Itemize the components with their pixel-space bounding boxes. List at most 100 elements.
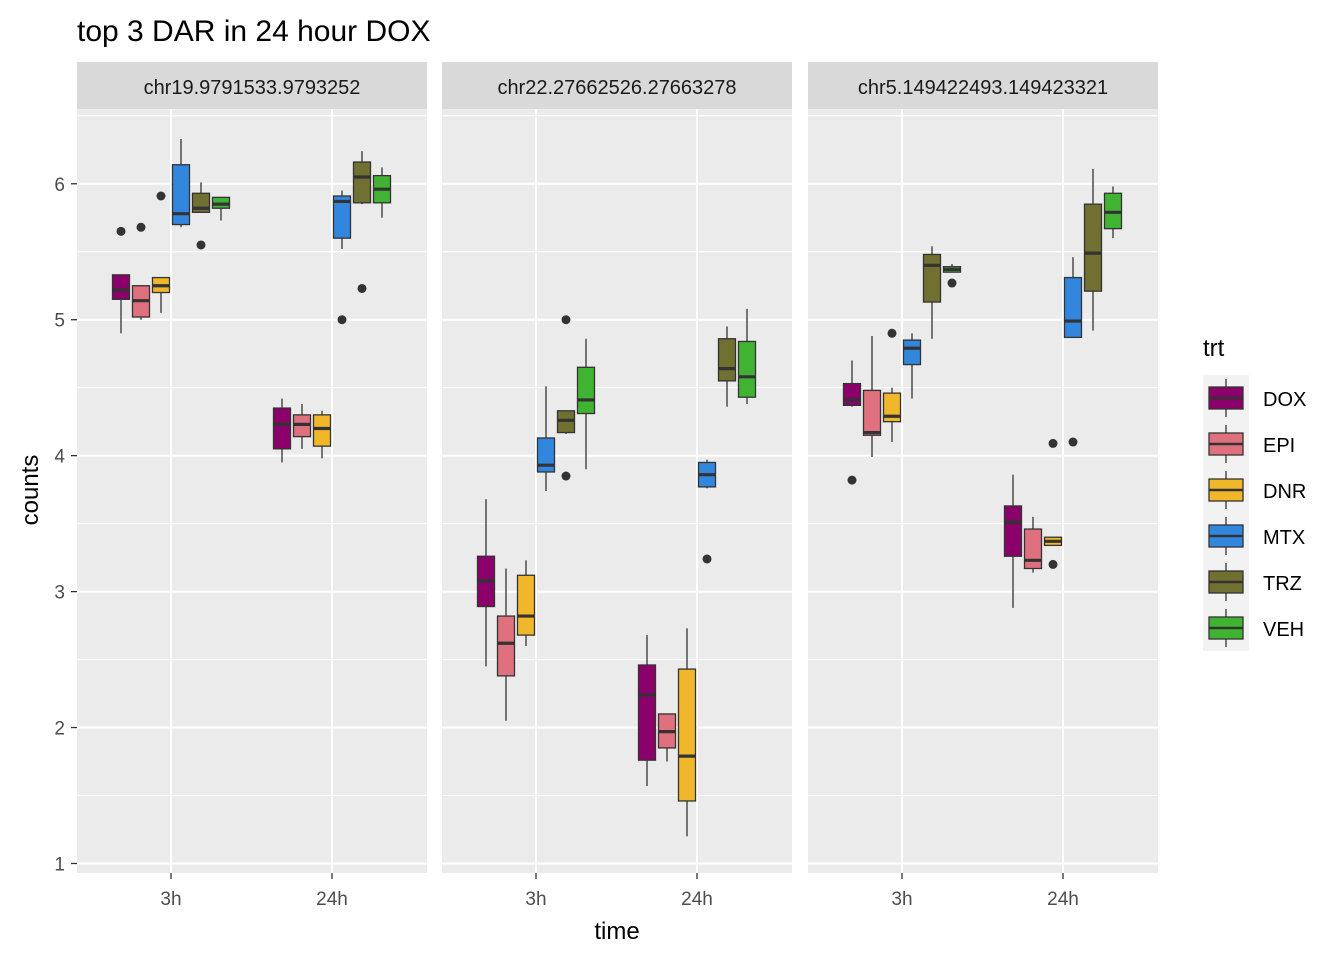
box-body	[862, 389, 882, 436]
strip-label: chr19.9791533.9793252	[144, 77, 361, 99]
box-body	[902, 339, 922, 366]
legend-item-dox: DOX	[1203, 375, 1306, 421]
box-dox-24h	[1003, 474, 1023, 608]
legend-item-mtx: MTX	[1203, 513, 1305, 559]
box-veh-3h	[942, 263, 962, 288]
box-body	[171, 164, 191, 226]
box-body	[516, 574, 536, 636]
strip-label: chr5.149422493.149423321	[858, 77, 1108, 99]
box-body	[332, 195, 352, 239]
legend-item-dnr: DNR	[1203, 467, 1306, 513]
box-trz-24h	[1083, 168, 1103, 331]
box-trz-3h	[191, 182, 211, 250]
box-body	[842, 382, 862, 407]
box-veh-24h	[737, 308, 757, 404]
box-trz-24h	[352, 151, 372, 293]
box-trz-3h	[556, 315, 576, 481]
box-epi-24h	[292, 403, 312, 449]
box-trz-24h	[717, 326, 737, 407]
outlier-point	[947, 278, 957, 288]
legend-item-epi: EPI	[1203, 421, 1295, 467]
box-body	[922, 253, 942, 303]
box-epi-3h	[131, 222, 151, 320]
outlier-point	[116, 226, 126, 236]
box-body	[677, 668, 697, 802]
outlier-point	[136, 222, 146, 232]
outlier-point	[702, 554, 712, 564]
box-dnr-3h	[151, 191, 171, 313]
outlier-point	[196, 240, 206, 250]
box-dnr-24h	[677, 628, 697, 837]
box-body	[717, 338, 737, 382]
box-body	[272, 407, 292, 450]
box-veh-3h	[576, 338, 596, 470]
legend-label: TRZ	[1263, 573, 1302, 595]
outlier-point	[337, 315, 347, 325]
box-body	[312, 414, 332, 447]
box-mtx-3h	[536, 386, 556, 491]
box-dox-24h	[272, 398, 292, 463]
legend-label: DOX	[1263, 389, 1306, 411]
panel-background	[442, 109, 792, 873]
box-body	[637, 664, 657, 761]
box-dox-3h	[111, 226, 131, 334]
box-epi-24h	[657, 713, 677, 762]
x-tick-label: 24h	[1047, 889, 1079, 910]
strip-label: chr22.27662526.27663278	[497, 77, 736, 99]
box-dox-3h	[842, 360, 862, 485]
box-veh-3h	[211, 196, 231, 221]
box-body	[1003, 505, 1023, 557]
y-axis: 1 2 3 4 5 6	[54, 175, 77, 875]
outlier-point	[357, 283, 367, 293]
y-tick-label: 6	[54, 175, 65, 196]
outlier-point	[1068, 437, 1078, 447]
x-tick-label: 24h	[316, 889, 348, 910]
box-dnr-3h	[882, 328, 902, 443]
y-tick-label: 5	[54, 311, 65, 332]
legend-label: VEH	[1263, 619, 1304, 641]
box-mtx-24h	[697, 459, 717, 564]
legend: trt DOX EPI DNR MTX TRZ VEH	[1203, 335, 1306, 651]
box-dox-3h	[476, 499, 496, 667]
outlier-point	[847, 475, 857, 485]
chart-title: top 3 DAR in 24 hour DOX	[77, 15, 431, 48]
y-tick-label: 4	[54, 447, 65, 468]
box-dox-24h	[637, 635, 657, 786]
box-trz-3h	[922, 246, 942, 339]
panel-background	[77, 109, 427, 873]
box-epi-24h	[1023, 516, 1043, 573]
outlier-point	[156, 191, 166, 201]
box-dnr-24h	[312, 410, 332, 459]
box-mtx-3h	[902, 333, 922, 399]
y-tick-label: 2	[54, 719, 65, 740]
legend-title: trt	[1203, 335, 1225, 362]
box-dnr-24h	[1043, 438, 1063, 569]
box-body	[1063, 276, 1083, 339]
facet-panel: chr19.9791533.9793252 3h 24h	[77, 62, 427, 910]
box-body	[1083, 203, 1103, 292]
x-tick-label: 24h	[681, 889, 713, 910]
x-tick-label: 3h	[891, 889, 912, 910]
outlier-point	[561, 315, 571, 325]
box-body	[882, 392, 902, 423]
box-epi-3h	[496, 568, 516, 721]
y-tick-label: 3	[54, 583, 65, 604]
box-body	[111, 274, 131, 300]
box-body	[352, 161, 372, 204]
box-epi-3h	[862, 336, 882, 458]
box-mtx-3h	[171, 138, 191, 228]
box-body	[576, 366, 596, 415]
box-mtx-24h	[332, 190, 352, 325]
box-mtx-24h	[1063, 257, 1083, 447]
legend-item-veh: VEH	[1203, 605, 1304, 651]
strip-background	[77, 62, 427, 109]
box-body	[496, 615, 516, 677]
box-veh-24h	[1103, 186, 1123, 239]
y-axis-title: counts	[17, 455, 44, 526]
x-tick-label: 3h	[160, 889, 181, 910]
box-body	[1023, 528, 1043, 570]
x-tick-label: 3h	[525, 889, 546, 910]
outlier-point	[887, 328, 897, 338]
legend-label: DNR	[1263, 481, 1306, 503]
